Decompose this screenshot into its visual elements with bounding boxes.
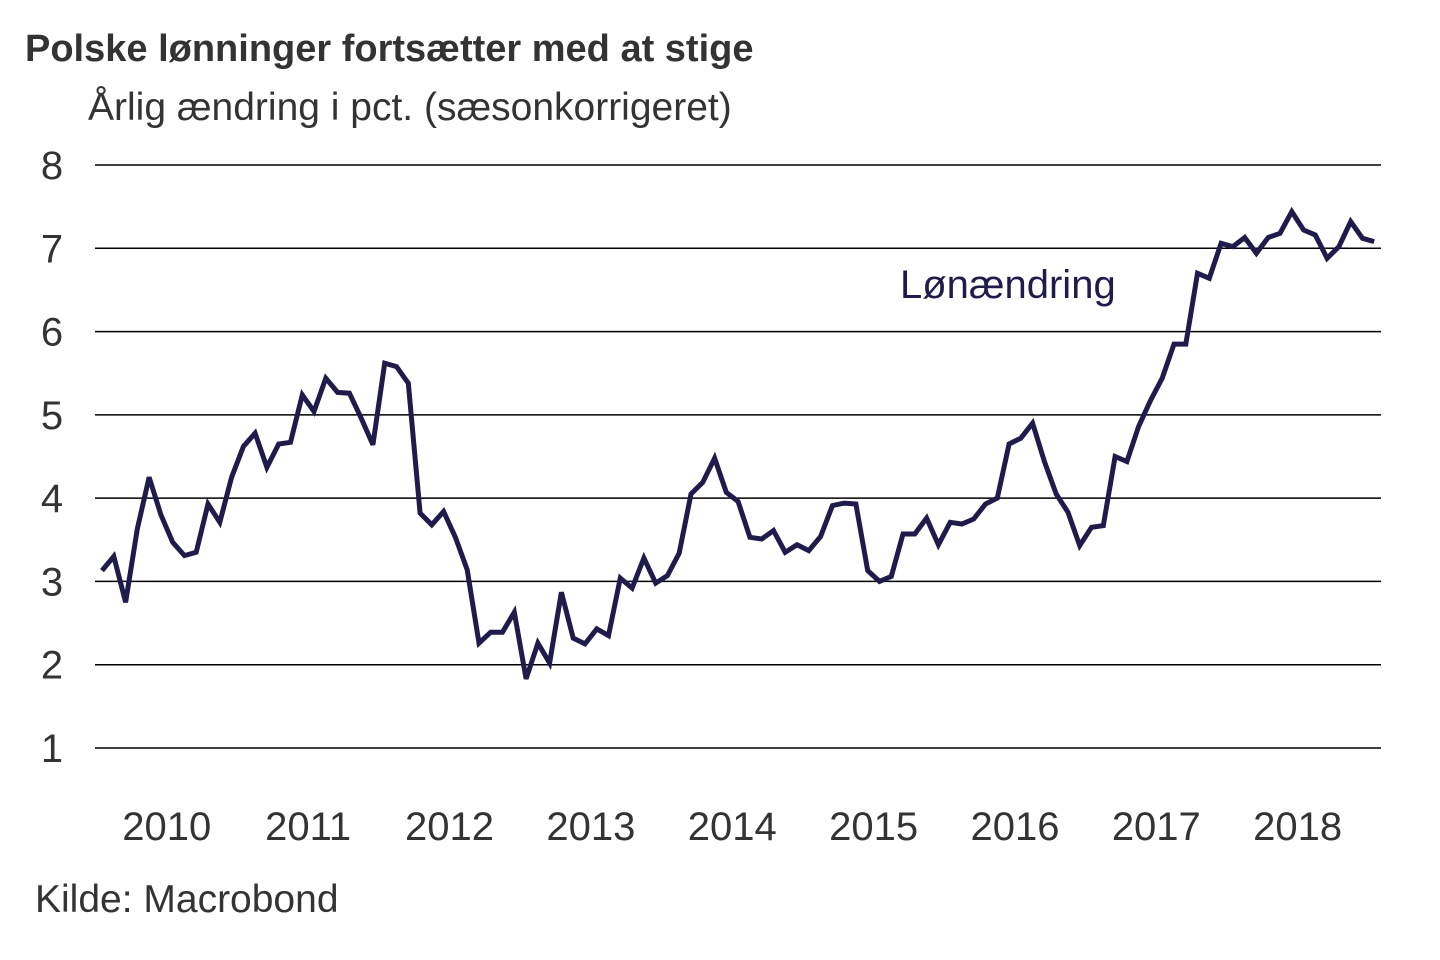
series-label: Lønændring [900,263,1116,307]
y-tick-labels: 1 2 3 4 5 6 7 8 [41,144,63,771]
x-tick-label: 2018 [1253,805,1342,849]
y-tick-label: 8 [41,144,63,188]
x-tick-label: 2016 [970,805,1059,849]
y-tick-label: 1 [41,727,63,771]
y-tick-label: 4 [41,477,63,521]
x-tick-label: 2012 [405,805,494,849]
y-tick-label: 2 [41,644,63,688]
y-tick-label: 7 [41,227,63,271]
y-tick-label: 3 [41,560,63,604]
x-tick-label: 2015 [829,805,918,849]
x-tick-label: 2010 [122,805,211,849]
series-lines [100,206,1375,680]
chart-title: Polske lønninger fortsætter med at stige [25,28,754,70]
chart-source: Kilde: Macrobond [35,878,339,921]
x-tick-label: 2014 [688,805,777,849]
x-tick-label: 2011 [265,805,351,849]
x-tick-label: 2013 [546,805,635,849]
y-tick-label: 5 [41,394,63,438]
chart-subtitle: Årlig ændring i pct. (sæsonkorrigeret) [88,86,732,129]
x-tick-labels: 2010 2011 2012 2013 2014 2015 2016 2017 2018 [122,805,1342,849]
series-line-lonaendring [100,206,1375,680]
x-tick-label: 2017 [1112,805,1201,849]
gridlines [95,164,1381,749]
y-tick-label: 6 [41,311,63,355]
